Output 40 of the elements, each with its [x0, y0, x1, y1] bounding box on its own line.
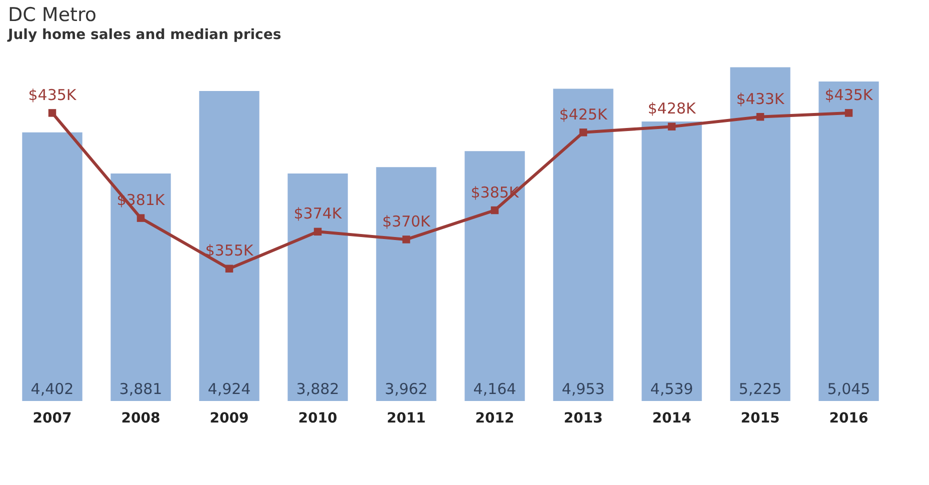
- x-tick-label: 2007: [32, 410, 72, 426]
- data-label: 5,225: [738, 380, 782, 398]
- x-tick-label: 2008: [121, 410, 160, 426]
- point: [668, 122, 676, 130]
- x-tick-label: 2010: [298, 410, 338, 426]
- point: [402, 236, 410, 244]
- data-label: $370K: [382, 212, 432, 230]
- x-tick-label: 2014: [652, 410, 692, 426]
- point: [136, 214, 145, 222]
- data-label: 4,924: [208, 380, 251, 398]
- data-label: $355K: [205, 242, 254, 260]
- x-tick-label: 2013: [564, 410, 603, 426]
- x-tick-label: 2012: [475, 410, 514, 426]
- point: [314, 228, 322, 236]
- x-tick-label: 2011: [386, 410, 426, 426]
- data-label: $435K: [824, 86, 874, 104]
- data-label: $428K: [648, 100, 697, 118]
- chart-subtitle: July home sales and median prices: [7, 27, 282, 43]
- x-tick-label: 2015: [740, 410, 780, 426]
- data-label: 4,539: [650, 380, 694, 398]
- point: [756, 112, 764, 121]
- data-label: $433K: [736, 90, 786, 108]
- data-label: 4,402: [30, 380, 74, 398]
- data-label: 5,045: [827, 380, 870, 398]
- point: [844, 109, 853, 117]
- data-label: $435K: [28, 86, 78, 104]
- data-label: 3,962: [384, 380, 428, 398]
- data-label: 4,953: [562, 380, 605, 398]
- chart-title: DC Metro: [8, 4, 96, 26]
- point: [490, 206, 499, 214]
- point: [48, 109, 56, 117]
- data-label: 4,164: [473, 380, 516, 398]
- x-tick-label: 2016: [829, 410, 868, 426]
- data-label: $425K: [559, 105, 608, 124]
- x-tick-label: 2009: [210, 410, 249, 426]
- data-label: 3,881: [119, 380, 162, 398]
- data-label: 3,882: [296, 380, 340, 398]
- data-label: $374K: [294, 204, 343, 223]
- point: [579, 128, 588, 136]
- point: [225, 264, 234, 273]
